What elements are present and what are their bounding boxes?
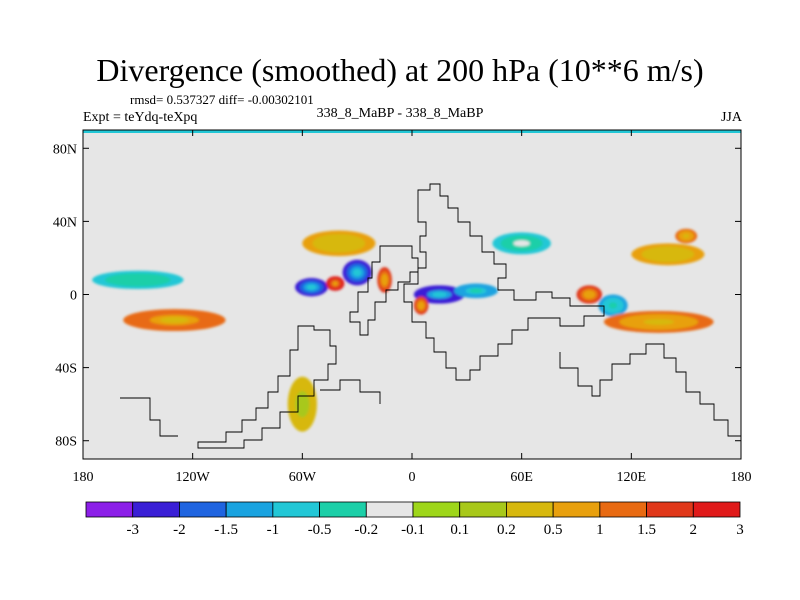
- colorbar-swatch: [552, 501, 601, 518]
- colorbar-label: 2: [690, 522, 698, 538]
- colorbar-swatch: [132, 501, 180, 518]
- colorbar-swatch: [225, 501, 274, 518]
- colorbar-swatch: [459, 501, 507, 518]
- y-tick-label: 40N: [53, 215, 77, 230]
- field-blob-10-3: [643, 318, 675, 325]
- colorbar-label: -0.5: [308, 522, 332, 538]
- coastline-outline: [120, 183, 741, 449]
- x-tick-label: 120W: [176, 470, 211, 485]
- colorbar-label: -3: [126, 522, 139, 538]
- colorbar-swatch: [646, 501, 694, 518]
- y-axis: 80N 40N 0 40S 80S: [53, 142, 741, 450]
- colorbar-swatch: [272, 501, 320, 518]
- y-tick-label: 0: [70, 289, 77, 304]
- x-tick-label: 60W: [289, 470, 317, 485]
- colorbar: -3 -2 -1.5 -1 -0.5 -0.2 -0.1 0.1 0.2 0.5 1 1.5 2 3: [85, 501, 744, 538]
- field-blob-9-3: [160, 317, 189, 324]
- colorbar-label: 1: [596, 522, 604, 538]
- x-tick-label: 60E: [510, 470, 533, 485]
- x-tick-label: 180: [73, 470, 94, 485]
- field-blob-11-3: [328, 239, 350, 247]
- stats-text: rmsd= 0.537327 diff= -0.00302101: [130, 92, 314, 107]
- x-axis: 180 120W 60W 0 60E 120E 180: [73, 130, 752, 485]
- chart-title: Divergence (smoothed) at 200 hPa (10**6 …: [96, 52, 704, 88]
- colorbar-label: -0.1: [401, 522, 425, 538]
- field-blob-13-3: [125, 277, 151, 283]
- field-blob-15-3: [298, 396, 307, 412]
- colorbar-swatch: [319, 501, 367, 518]
- colorbar-swatch: [692, 501, 741, 518]
- field-blob-5-3: [332, 281, 338, 286]
- field-blob-3-3: [469, 288, 483, 293]
- colorbar-swatch: [85, 501, 134, 518]
- colorbar-label: 0.2: [497, 522, 516, 538]
- field-blob-1-3: [353, 268, 362, 277]
- season-label: JJA: [720, 110, 742, 125]
- case-label: 338_8_MaBP - 338_8_MaBP: [316, 106, 484, 121]
- field-blob-16-3: [683, 233, 690, 239]
- colorbar-label: -0.2: [354, 522, 378, 538]
- field-blob-4-3: [608, 302, 618, 309]
- colorbar-swatch: [599, 501, 647, 518]
- colorbar-label: 3: [736, 522, 744, 538]
- colorbar-swatch: [506, 501, 554, 518]
- colorbar-swatch: [412, 501, 461, 518]
- field-blob-2-3: [432, 291, 447, 298]
- field-blob-0-3: [306, 284, 317, 290]
- y-tick-label: 80S: [55, 435, 77, 450]
- experiment-label: Expt = teYdq-teXpq: [83, 110, 198, 125]
- field-blob-7-3: [419, 302, 424, 309]
- field-blob-6-3: [382, 276, 387, 284]
- colorbar-swatch: [179, 501, 227, 518]
- plot-background: [83, 130, 741, 459]
- colorbar-label: 0.5: [544, 522, 563, 538]
- field-blob-12-3: [513, 240, 530, 247]
- y-tick-label: 80N: [53, 142, 77, 157]
- colorbar-label: -1: [267, 522, 280, 538]
- field-blob-14-3: [657, 251, 679, 258]
- colorbar-label: -2: [173, 522, 186, 538]
- colorbar-swatch: [365, 501, 414, 518]
- x-tick-label: 0: [409, 470, 416, 485]
- y-tick-label: 40S: [55, 362, 77, 377]
- x-tick-label: 180: [731, 470, 752, 485]
- field-blobs: [92, 228, 714, 432]
- colorbar-label: -1.5: [214, 522, 238, 538]
- x-tick-label: 120E: [617, 470, 647, 485]
- colorbar-label: 1.5: [637, 522, 656, 538]
- colorbar-label: 0.1: [450, 522, 469, 538]
- field-blob-8-3: [585, 291, 593, 298]
